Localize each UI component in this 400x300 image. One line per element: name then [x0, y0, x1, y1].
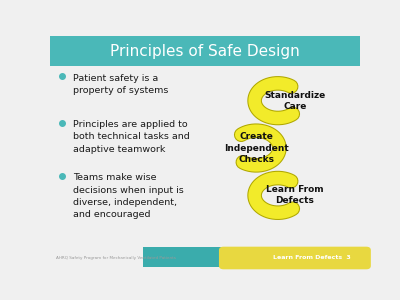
- Text: Principles of Safe Design: Principles of Safe Design: [110, 44, 300, 59]
- Text: Create
Independent
Checks: Create Independent Checks: [224, 132, 288, 164]
- Text: Principles are applied to
both technical tasks and
adaptive teamwork: Principles are applied to both technical…: [73, 120, 190, 154]
- Text: Patient safety is a
property of systems: Patient safety is a property of systems: [73, 74, 169, 95]
- FancyBboxPatch shape: [219, 247, 371, 269]
- Bar: [50, 36, 360, 66]
- Text: Learn From
Defects: Learn From Defects: [266, 185, 324, 206]
- Text: Teams make wise
decisions when input is
diverse, independent,
and encouraged: Teams make wise decisions when input is …: [73, 173, 184, 219]
- Text: AHRQ Safety Program for Mechanically Ventilated Patients: AHRQ Safety Program for Mechanically Ven…: [56, 256, 176, 260]
- Bar: [143, 248, 360, 267]
- Text: Standardize
Care: Standardize Care: [264, 91, 326, 111]
- Text: Learn From Defects  3: Learn From Defects 3: [273, 255, 351, 260]
